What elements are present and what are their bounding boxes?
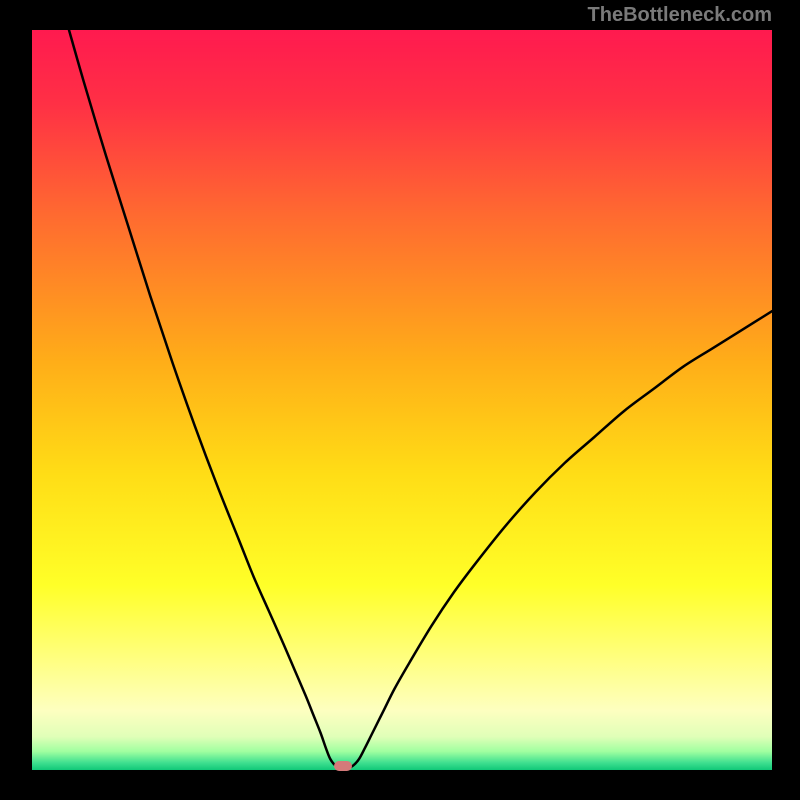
chart-container: { "watermark": { "text": "TheBottleneck.… [0,0,800,800]
watermark-text: TheBottleneck.com [588,4,772,27]
plot-area [32,30,772,770]
optimal-point-marker [334,761,352,771]
bottleneck-curve [32,30,772,770]
